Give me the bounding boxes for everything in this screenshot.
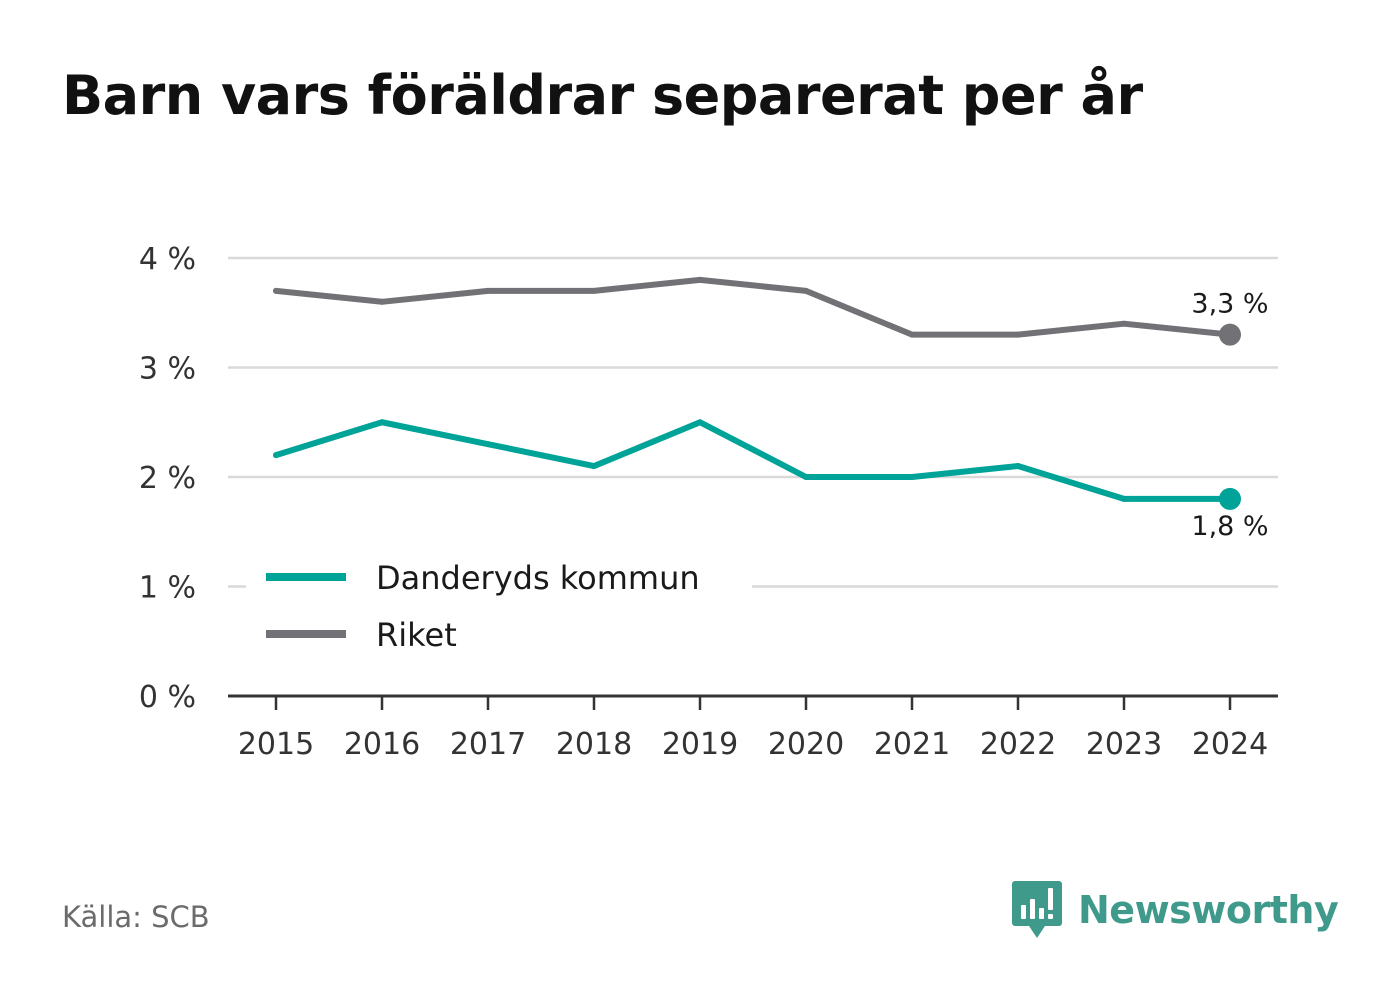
x-tick-label: 2023	[1086, 727, 1162, 762]
x-tick-label: 2015	[238, 727, 314, 762]
x-tick-label: 2016	[344, 727, 420, 762]
data-point	[273, 452, 279, 459]
legend: Danderyds kommun Riket	[246, 548, 752, 664]
legend-label: Riket	[376, 616, 457, 654]
data-point	[1015, 331, 1021, 338]
x-axis-ticks: 2015 2016 2017 2018 2019 2020 2021 2022 2023 2024	[238, 696, 1268, 762]
data-point	[697, 419, 703, 426]
data-point	[273, 287, 279, 294]
x-tick-label: 2018	[556, 727, 632, 762]
x-tick-label: 2019	[662, 727, 738, 762]
y-tick-label: 2 %	[139, 461, 196, 496]
series-line	[273, 276, 1233, 338]
data-point	[591, 287, 597, 294]
data-point	[909, 331, 915, 338]
x-tick-label: 2017	[450, 727, 526, 762]
data-point	[379, 419, 385, 426]
y-tick-label: 0 %	[139, 680, 196, 715]
data-point	[485, 287, 491, 294]
data-point	[1121, 320, 1127, 327]
source-note: Källa: SCB	[62, 900, 210, 934]
y-axis-ticks: 0 % 1 % 2 % 3 % 4 %	[139, 242, 196, 715]
chart-title: Barn vars föräldrar separerat per år	[62, 64, 1143, 127]
data-point	[379, 298, 385, 305]
y-tick-label: 4 %	[139, 242, 196, 277]
line-chart: 0 % 1 % 2 % 3 % 4 % 2015 2016 2017 2018 2019 2020…	[139, 242, 1278, 762]
end-labels: 1,8 % 3,3 %	[1191, 289, 1268, 542]
x-tick-label: 2024	[1192, 727, 1268, 762]
data-point	[1121, 495, 1127, 502]
series-lines	[273, 276, 1241, 510]
data-point	[1219, 487, 1241, 510]
data-point	[909, 474, 915, 480]
brand-logo: Newsworthy	[1012, 880, 1339, 940]
data-point	[591, 463, 597, 470]
legend-label: Danderyds kommun	[376, 559, 700, 597]
end-value-label: 1,8 %	[1191, 511, 1268, 542]
data-point	[803, 474, 809, 480]
data-point	[803, 287, 809, 294]
y-tick-label: 3 %	[139, 352, 196, 387]
data-point	[1219, 323, 1241, 346]
brand-name: Newsworthy	[1078, 888, 1339, 932]
x-tick-label: 2020	[768, 727, 844, 762]
end-value-label: 3,3 %	[1191, 289, 1268, 320]
newsworthy-logo-icon	[1012, 881, 1062, 938]
legend-background	[246, 548, 752, 664]
series-line	[273, 419, 1233, 502]
data-point	[1015, 463, 1021, 470]
data-point	[485, 441, 491, 448]
x-tick-label: 2022	[980, 727, 1056, 762]
x-tick-label: 2021	[874, 727, 950, 762]
data-point	[697, 276, 703, 283]
y-tick-label: 1 %	[139, 571, 196, 606]
